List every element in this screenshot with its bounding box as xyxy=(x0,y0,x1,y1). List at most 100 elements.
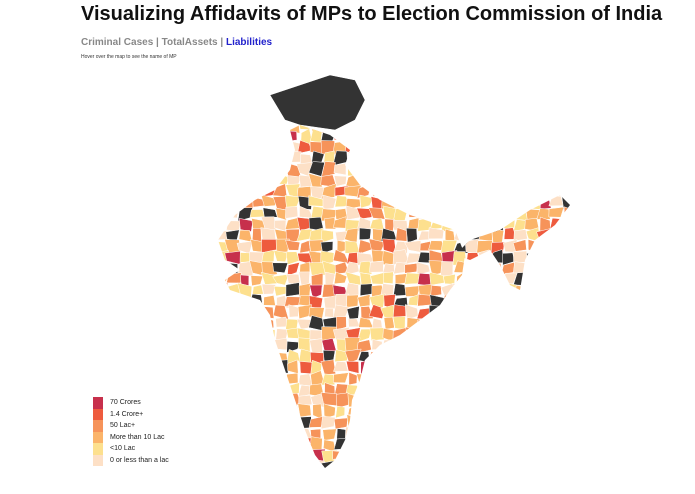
constituency-region[interactable] xyxy=(440,175,455,189)
constituency-region[interactable] xyxy=(275,428,287,439)
constituency-region[interactable] xyxy=(225,384,242,395)
constituency-region[interactable] xyxy=(539,142,550,153)
constituency-region[interactable] xyxy=(369,327,385,341)
constituency-region[interactable] xyxy=(500,317,517,328)
constituency-region[interactable] xyxy=(452,405,470,420)
constituency-region[interactable] xyxy=(501,130,517,145)
constituency-region[interactable] xyxy=(512,340,526,351)
constituency-region[interactable] xyxy=(478,272,492,287)
constituency-region[interactable] xyxy=(358,317,374,328)
constituency-region[interactable] xyxy=(562,284,578,299)
constituency-region[interactable] xyxy=(239,162,254,175)
constituency-region[interactable] xyxy=(548,362,564,373)
constituency-region[interactable] xyxy=(346,294,359,308)
constituency-region[interactable] xyxy=(442,449,456,462)
constituency-region[interactable] xyxy=(416,359,432,375)
constituency-region[interactable] xyxy=(503,304,514,317)
constituency-region[interactable] xyxy=(345,426,361,442)
constituency-region[interactable] xyxy=(262,381,278,395)
constituency-region[interactable] xyxy=(404,118,422,130)
constituency-region[interactable] xyxy=(549,183,565,197)
constituency-region[interactable] xyxy=(536,395,553,409)
constituency-region[interactable] xyxy=(287,262,300,277)
constituency-region[interactable] xyxy=(416,417,433,428)
constituency-region[interactable] xyxy=(489,394,505,409)
constituency-region[interactable] xyxy=(538,327,554,342)
constituency-region[interactable] xyxy=(524,459,541,472)
constituency-region[interactable] xyxy=(488,305,503,321)
constituency-region[interactable] xyxy=(238,139,252,154)
constituency-region[interactable] xyxy=(215,118,228,132)
constituency-region[interactable] xyxy=(406,438,421,450)
constituency-region[interactable] xyxy=(478,129,492,141)
constituency-region[interactable] xyxy=(405,404,420,419)
constituency-region[interactable] xyxy=(308,172,323,188)
constituency-region[interactable] xyxy=(261,118,277,130)
constituency-region[interactable] xyxy=(488,458,505,474)
constituency-region[interactable] xyxy=(561,371,576,387)
constituency-region[interactable] xyxy=(513,327,530,340)
constituency-region[interactable] xyxy=(417,130,434,144)
constituency-region[interactable] xyxy=(368,393,386,408)
constituency-region[interactable] xyxy=(417,172,433,189)
constituency-region[interactable] xyxy=(228,154,241,165)
constituency-region[interactable] xyxy=(550,141,566,156)
constituency-region[interactable] xyxy=(562,438,577,453)
constituency-region[interactable] xyxy=(345,139,360,156)
constituency-region[interactable] xyxy=(454,140,468,155)
constituency-region[interactable] xyxy=(249,370,266,383)
constituency-region[interactable] xyxy=(441,150,456,167)
constituency-region[interactable] xyxy=(381,415,398,431)
constituency-region[interactable] xyxy=(417,230,431,241)
constituency-region[interactable] xyxy=(561,448,577,462)
constituency-region[interactable] xyxy=(239,306,252,321)
constituency-region[interactable] xyxy=(491,315,506,331)
constituency-region[interactable] xyxy=(428,338,445,352)
constituency-region[interactable] xyxy=(225,341,240,354)
constituency-region[interactable] xyxy=(392,161,407,178)
constituency-region[interactable] xyxy=(490,263,503,277)
constituency-region[interactable] xyxy=(347,161,361,177)
constituency-region[interactable] xyxy=(344,348,362,364)
constituency-region[interactable] xyxy=(465,384,479,394)
constituency-region[interactable] xyxy=(514,161,530,176)
constituency-region[interactable] xyxy=(250,119,265,134)
constituency-region[interactable] xyxy=(272,262,289,274)
constituency-region[interactable] xyxy=(420,472,430,482)
constituency-region[interactable] xyxy=(405,393,422,408)
constituency-region[interactable] xyxy=(321,373,336,386)
constituency-region[interactable] xyxy=(563,152,577,167)
nav-liabilities[interactable]: Liabilities xyxy=(225,37,273,48)
constituency-region[interactable] xyxy=(238,371,251,387)
constituency-region[interactable] xyxy=(516,383,530,398)
constituency-region[interactable] xyxy=(273,471,287,485)
constituency-region[interactable] xyxy=(344,129,358,144)
constituency-region[interactable] xyxy=(416,404,433,417)
constituency-region[interactable] xyxy=(333,216,348,229)
constituency-region[interactable] xyxy=(452,305,470,320)
constituency-region[interactable] xyxy=(548,349,565,364)
constituency-region[interactable] xyxy=(224,142,242,154)
constituency-region[interactable] xyxy=(430,474,442,485)
constituency-region[interactable] xyxy=(249,209,265,218)
constituency-region[interactable] xyxy=(285,206,299,219)
constituency-region[interactable] xyxy=(260,194,278,207)
constituency-region[interactable] xyxy=(238,229,253,243)
constituency-region[interactable] xyxy=(549,252,564,264)
constituency-region[interactable] xyxy=(299,261,311,276)
constituency-region[interactable] xyxy=(393,198,409,209)
constituency-region[interactable] xyxy=(551,262,563,276)
constituency-region[interactable] xyxy=(404,338,421,352)
constituency-region[interactable] xyxy=(478,330,492,342)
constituency-region[interactable] xyxy=(428,304,446,318)
constituency-region[interactable] xyxy=(396,460,408,472)
constituency-region[interactable] xyxy=(563,238,575,255)
constituency-region[interactable] xyxy=(429,349,446,364)
constituency-region[interactable] xyxy=(512,458,528,474)
constituency-region[interactable] xyxy=(527,328,542,343)
constituency-region[interactable] xyxy=(428,207,443,221)
constituency-region[interactable] xyxy=(333,130,350,141)
constituency-region[interactable] xyxy=(539,195,552,210)
constituency-region[interactable] xyxy=(309,284,323,299)
constituency-region[interactable] xyxy=(478,285,493,295)
